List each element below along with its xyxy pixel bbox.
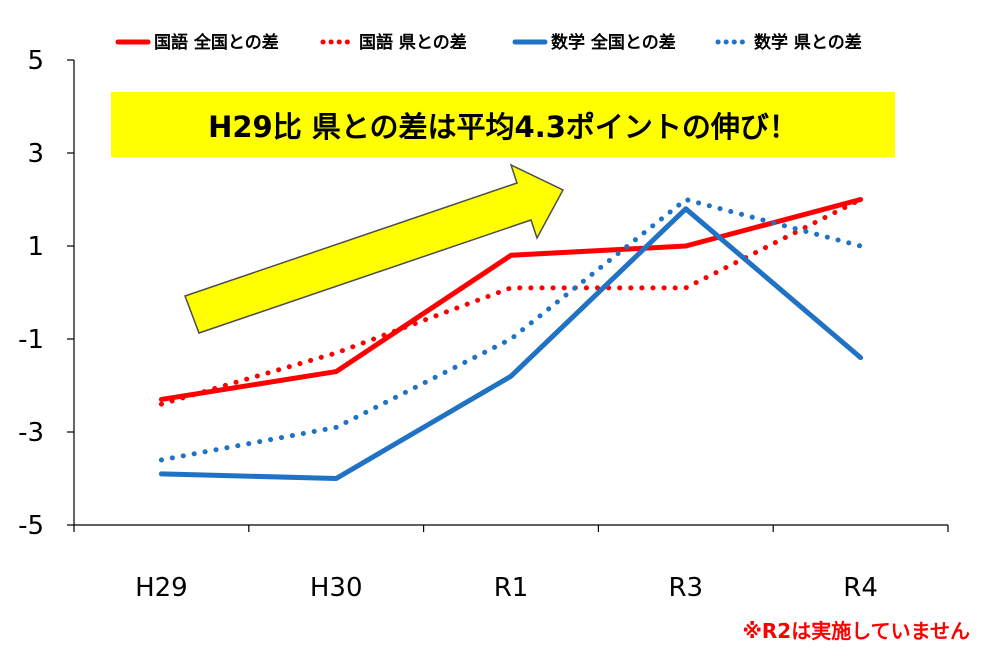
- legend-label: 国語 全国との差: [154, 32, 279, 53]
- x-tick-label: R1: [494, 573, 529, 603]
- annotation-layer: H29比 県との差は平均4.3ポイントの伸び！: [111, 92, 895, 334]
- y-tick-label: 3: [27, 139, 44, 169]
- footnote: ※R2は実施していません: [742, 619, 970, 643]
- series-layer: [158, 197, 864, 481]
- y-tick-label: -5: [18, 511, 44, 541]
- legend-label: 国語 県との差: [359, 32, 467, 53]
- series-line-3: [158, 206, 864, 481]
- trend-arrow-icon: [184, 163, 565, 334]
- y-tick-label: -3: [18, 418, 44, 448]
- series-line-4: [158, 197, 864, 463]
- y-tick-label: -1: [18, 325, 44, 355]
- x-tick-label: H30: [310, 573, 363, 603]
- annotation-box: [111, 92, 895, 157]
- annotation-text: H29比 県との差は平均4.3ポイントの伸び！: [208, 110, 798, 144]
- x-tick-label: R3: [668, 573, 703, 603]
- legend: 国語 全国との差 国語 県との差 数学 全国との差 数学 県との差: [115, 32, 862, 53]
- y-tick-label: 5: [27, 46, 44, 76]
- y-tick-label: 1: [27, 232, 44, 262]
- legend-label: 数学 県との差: [754, 32, 862, 53]
- axes: 5 3 1 -1 -3 -5 H29 H30 R1 R3 R4: [18, 46, 949, 603]
- x-tick-label: R4: [843, 573, 878, 603]
- legend-label: 数学 全国との差: [551, 32, 676, 53]
- x-tick-label: H29: [135, 573, 188, 603]
